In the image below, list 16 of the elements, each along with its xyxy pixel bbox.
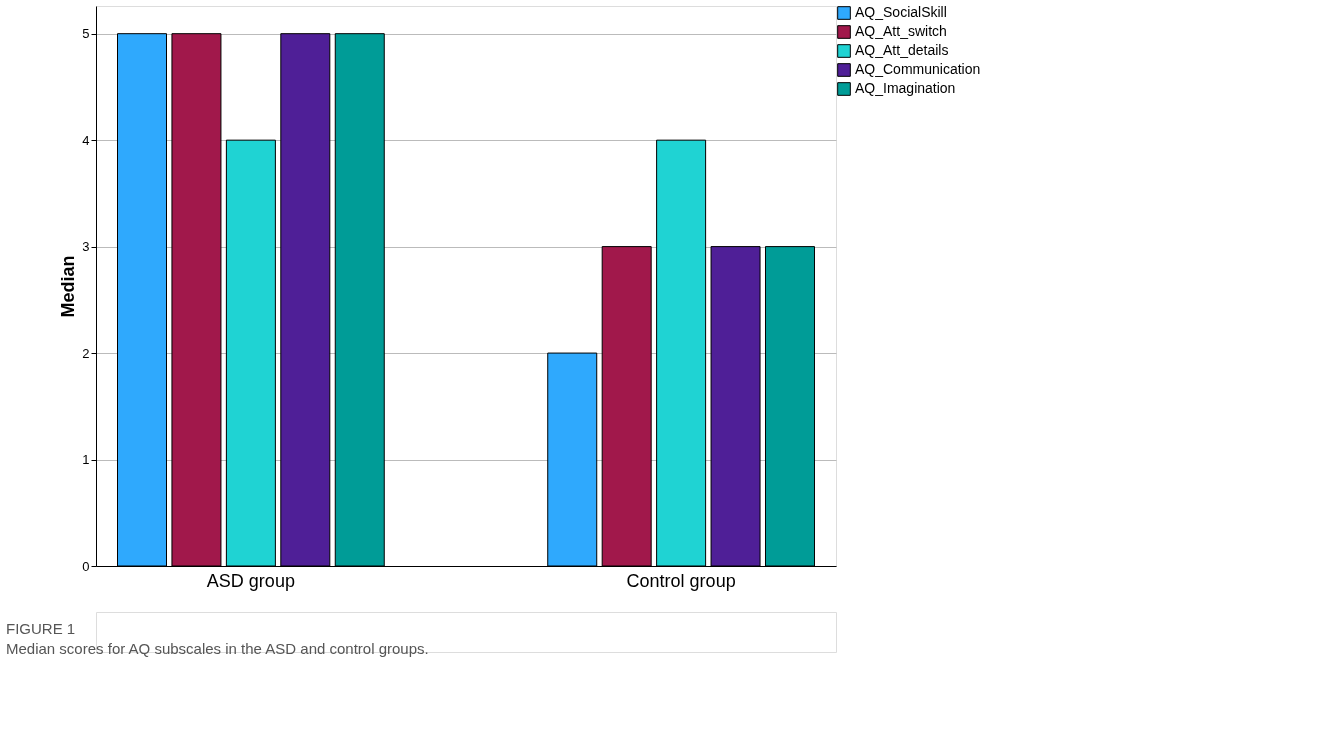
legend-label: AQ_Communication <box>855 61 981 77</box>
y-tick-label: 3 <box>82 239 90 255</box>
legend-label: AQ_Att_switch <box>855 23 947 39</box>
y-axis-title: Median <box>58 255 79 318</box>
legend-label: AQ_Att_details <box>855 42 949 58</box>
y-tick-label: 4 <box>82 132 90 148</box>
x-tick-label: ASD group <box>206 570 295 591</box>
y-tick-label: 0 <box>82 558 90 574</box>
y-tick-label: 2 <box>82 345 90 361</box>
text: Median scores for AQ subscales in the ASD and control groups. <box>6 640 429 657</box>
caption: FIGURE 1 <box>6 620 76 637</box>
x-tick-label: Control group <box>626 570 736 591</box>
y-tick-label: 1 <box>82 452 90 468</box>
legend-label: AQ_Imagination <box>855 80 956 96</box>
legend-label: AQ_SocialSkill <box>855 4 947 20</box>
y-tick-label: 5 <box>82 26 90 42</box>
